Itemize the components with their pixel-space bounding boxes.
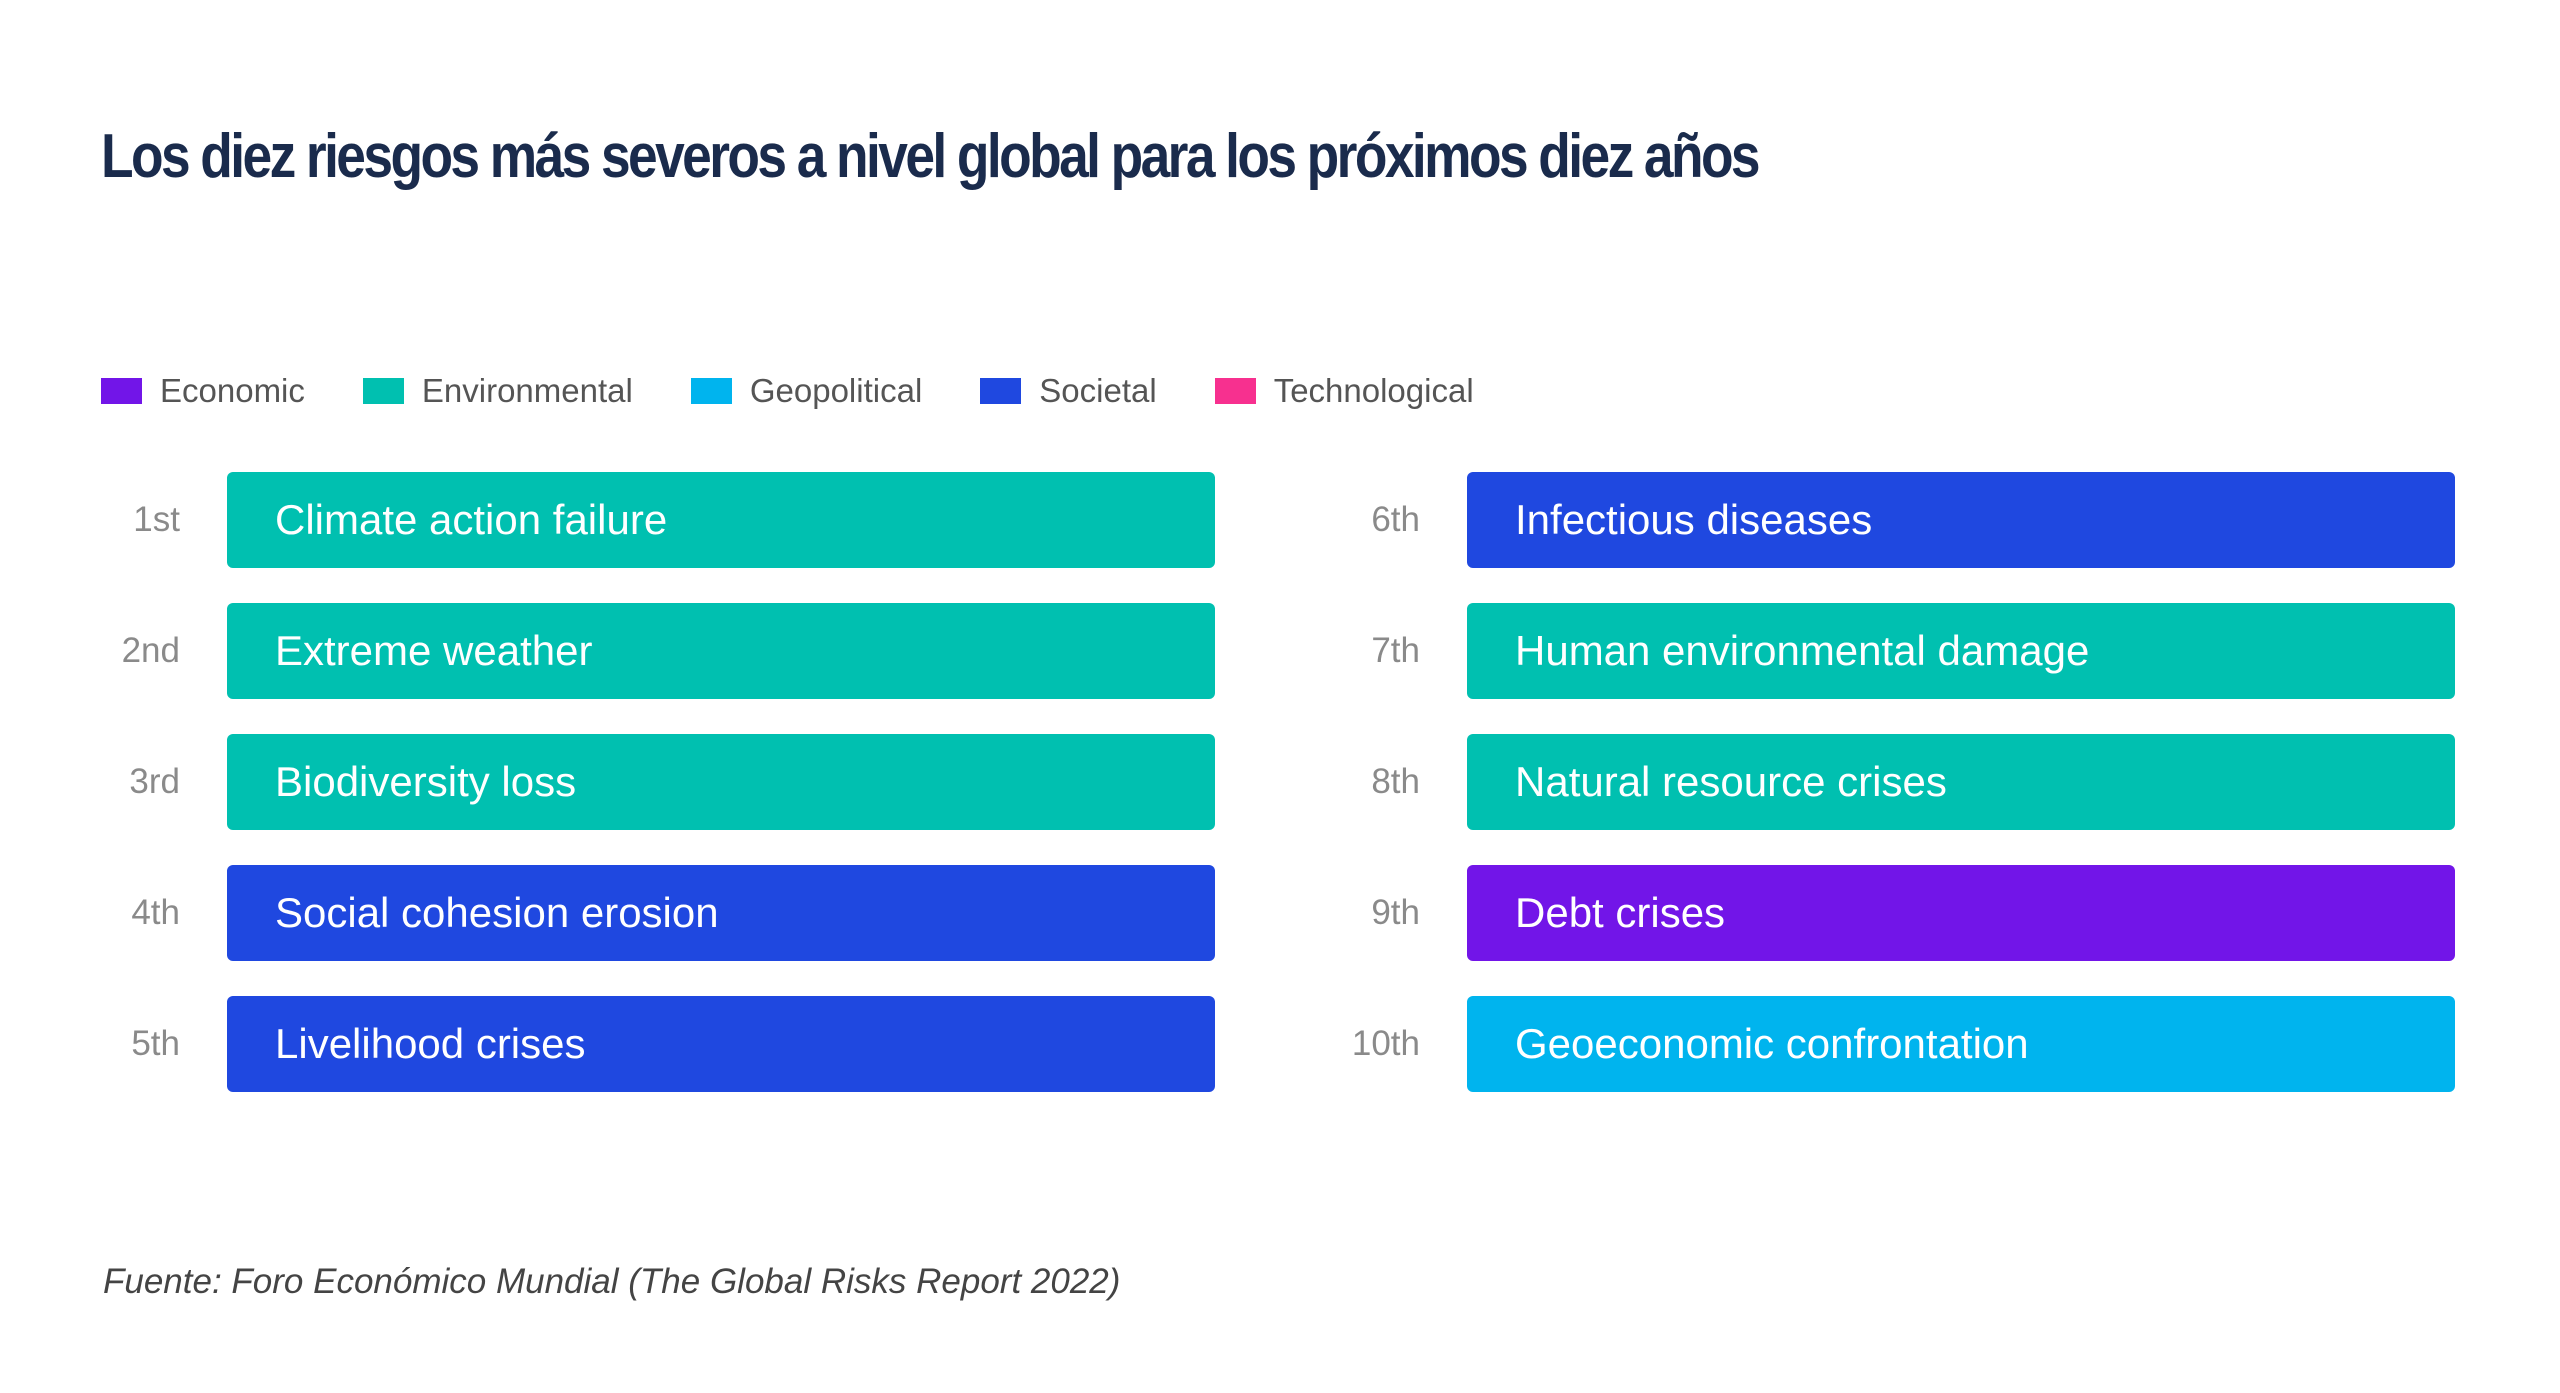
legend-label-societal: Societal bbox=[1039, 372, 1157, 409]
risk-label: Livelihood crises bbox=[275, 1020, 586, 1067]
risk-bar: Infectious diseases bbox=[1467, 472, 2455, 568]
risk-label: Social cohesion erosion bbox=[275, 889, 719, 936]
risk-rank: 1st bbox=[133, 500, 180, 539]
legend-item-technological: Technological bbox=[1214, 372, 1474, 410]
risk-label: Geoeconomic confrontation bbox=[1515, 1020, 2029, 1067]
source-note: Fuente: Foro Económico Mundial (The Glob… bbox=[103, 1262, 1121, 1301]
risk-bar: Debt crises bbox=[1467, 865, 2455, 961]
legend-item-economic: Economic bbox=[101, 372, 305, 410]
legend-item-geopolitical: Geopolitical bbox=[690, 372, 923, 410]
risk-rank: 9th bbox=[1371, 893, 1420, 932]
risk-bar: Biodiversity loss bbox=[227, 734, 1215, 830]
legend-swatch-economic bbox=[101, 378, 142, 404]
risk-label: Natural resource crises bbox=[1515, 758, 1947, 805]
legend-label-technological: Technological bbox=[1273, 372, 1474, 409]
legend-swatch-geopolitical bbox=[690, 378, 732, 404]
risk-rank: 6th bbox=[1371, 500, 1420, 539]
legend: Economic Environmental Geopolitical Soci… bbox=[101, 368, 1532, 414]
risk-label: Human environmental damage bbox=[1515, 627, 2090, 674]
risk-label: Infectious diseases bbox=[1515, 496, 1873, 543]
risk-label: Biodiversity loss bbox=[275, 758, 577, 805]
risk-rank: 4th bbox=[131, 893, 180, 932]
risk-bar: Natural resource crises bbox=[1467, 734, 2455, 830]
legend-label-geopolitical: Geopolitical bbox=[749, 372, 923, 409]
legend-label-economic: Economic bbox=[160, 372, 305, 409]
risk-rank: 2nd bbox=[121, 631, 180, 670]
risk-label: Extreme weather bbox=[275, 627, 593, 674]
risk-rank: 5th bbox=[131, 1024, 180, 1063]
page-title: Los diez riesgos más severos a nivel glo… bbox=[101, 122, 1761, 191]
risk-rank: 8th bbox=[1371, 762, 1420, 801]
legend-label-environmental: Environmental bbox=[421, 372, 633, 409]
risk-label: Climate action failure bbox=[275, 496, 668, 543]
legend-item-environmental: Environmental bbox=[362, 372, 633, 410]
risk-bar: Extreme weather bbox=[227, 603, 1215, 699]
risk-bar: Geoeconomic confrontation bbox=[1467, 996, 2455, 1092]
risk-bar: Livelihood crises bbox=[227, 996, 1215, 1092]
legend-item-societal: Societal bbox=[980, 372, 1157, 410]
legend-swatch-technological bbox=[1214, 378, 1256, 404]
risk-bar: Social cohesion erosion bbox=[227, 865, 1215, 961]
risk-rank: 10th bbox=[1351, 1024, 1420, 1063]
legend-swatch-environmental bbox=[362, 378, 404, 404]
risk-bar: Human environmental damage bbox=[1467, 603, 2455, 699]
risk-rank: 7th bbox=[1371, 631, 1420, 670]
legend-swatch-societal bbox=[980, 378, 1022, 404]
risk-label: Debt crises bbox=[1515, 889, 1726, 936]
risk-rank: 3rd bbox=[129, 762, 180, 801]
risk-bar: Climate action failure bbox=[227, 472, 1215, 568]
